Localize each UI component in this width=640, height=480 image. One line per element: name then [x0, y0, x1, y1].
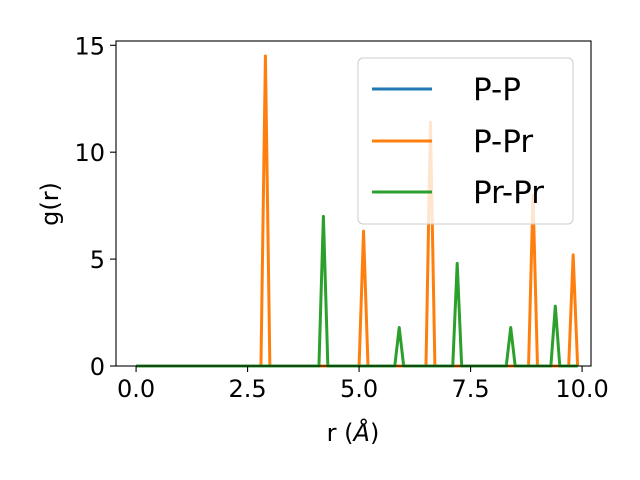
x-tick-label: 10.0: [555, 375, 608, 403]
y-axis-label: g(r): [36, 182, 64, 226]
x-axis-label: r (Å): [327, 418, 380, 447]
y-tick-label: 15: [74, 32, 105, 60]
y-tick-label: 5: [90, 246, 105, 274]
y-axis: 0 5 10 15: [74, 32, 116, 381]
x-tick-label: 0.0: [117, 375, 155, 403]
x-tick-label: 7.5: [451, 375, 489, 403]
legend: P-P P-Pr Pr-Pr: [357, 57, 574, 225]
legend-label-p-p: P-P: [473, 72, 521, 108]
x-axis-label-text: r (: [327, 419, 354, 447]
y-tick-label: 10: [74, 139, 105, 167]
x-axis: 0.0 2.5 5.0 7.5 10.0: [117, 366, 609, 403]
legend-frame: [357, 57, 574, 225]
x-tick-label: 2.5: [228, 375, 266, 403]
series-line-pr-pr: [136, 214, 578, 368]
x-axis-label-close: ): [370, 419, 379, 447]
y-tick-label: 0: [90, 353, 105, 381]
x-axis-label-unit: Å: [352, 418, 370, 447]
legend-label-pr-pr: Pr-Pr: [473, 175, 544, 211]
legend-label-p-pr: P-Pr: [473, 124, 533, 160]
plot-frame: [115, 40, 592, 367]
x-tick-label: 5.0: [340, 375, 378, 403]
